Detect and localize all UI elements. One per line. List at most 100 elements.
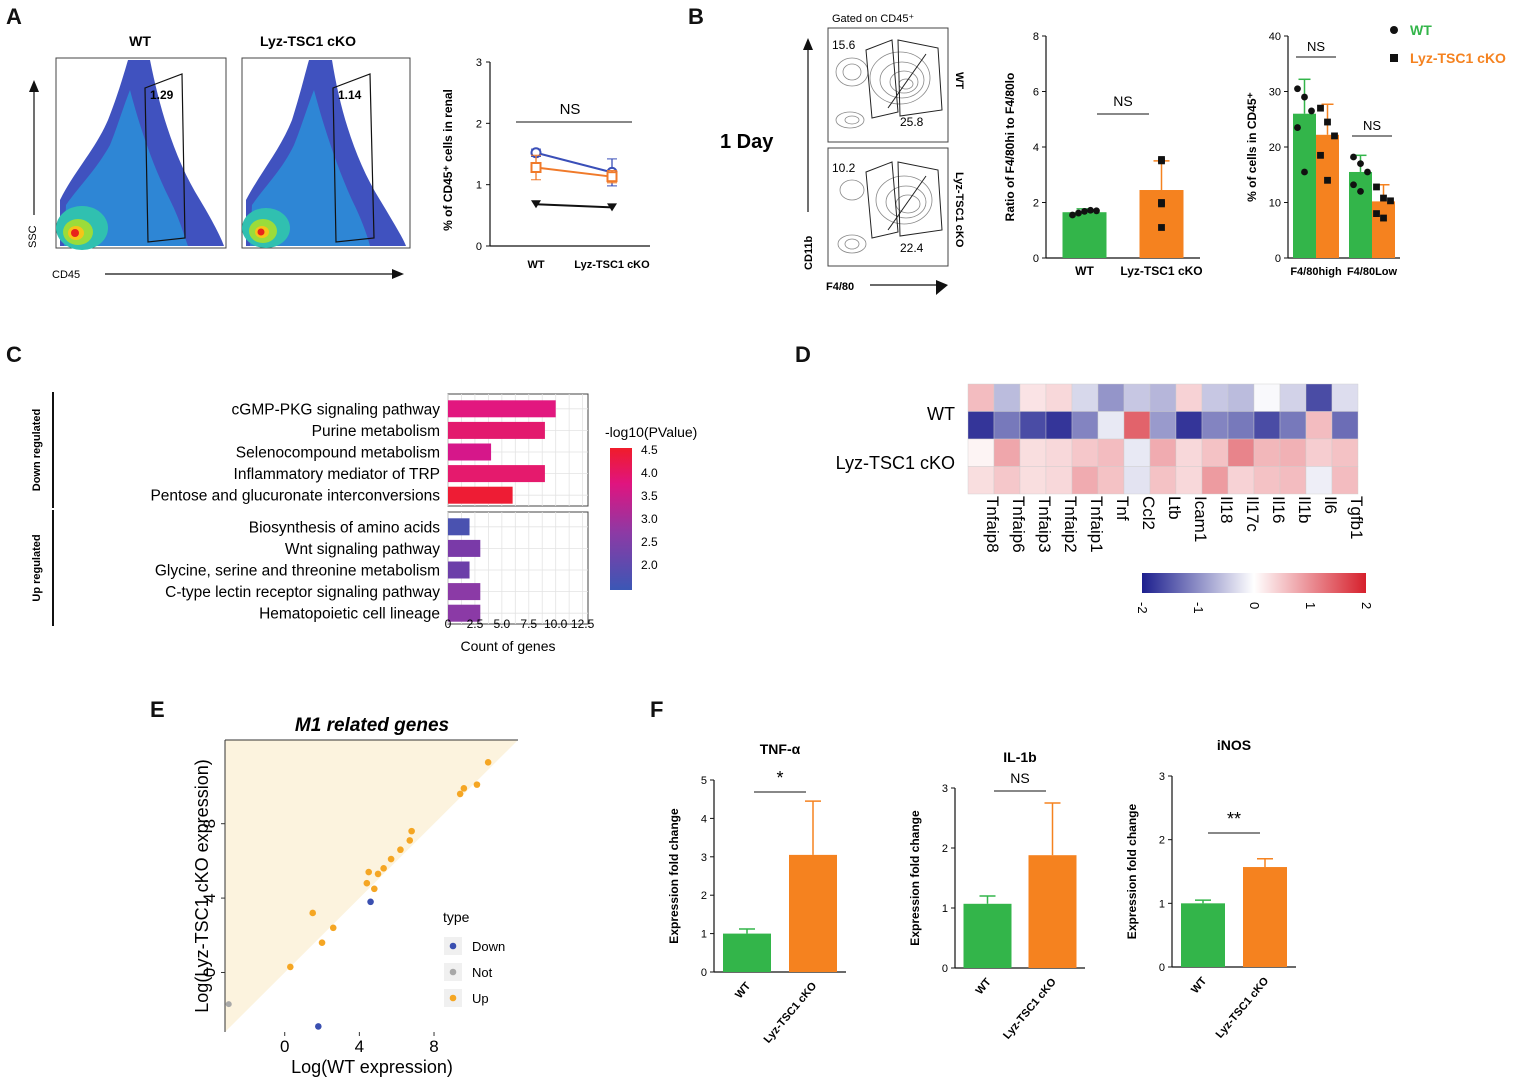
bar — [1062, 212, 1107, 258]
heatmap-cell — [1201, 466, 1229, 495]
chart-b-ratio: 0 2 4 6 8 WT Lyz-TSC1 cKO Ratio of F4/80hi to F… — [1003, 31, 1203, 278]
y-tick-label: 3 — [1159, 771, 1165, 783]
column-label: Il1b — [1295, 496, 1314, 523]
heatmap-cell — [1045, 411, 1073, 440]
series-line — [535, 166, 613, 178]
y-axis-label: % of cells in CD45⁺ — [1245, 92, 1259, 202]
x-tick-label: Lyz-TSC1 cKO — [1120, 264, 1202, 278]
bar — [448, 518, 470, 536]
y-tick-label: 40 — [1269, 31, 1281, 43]
data-point-up — [473, 781, 481, 788]
y-tick-label: 8 — [1033, 31, 1039, 43]
gated-label: Gated on CD45⁺ — [832, 13, 914, 25]
heatmap-cell — [1123, 438, 1151, 467]
y-tick-label: 10 — [1269, 198, 1281, 210]
data-point — [1324, 118, 1331, 126]
contour-label-cko: Lyz-TSC1 cKO — [953, 172, 965, 248]
category-label: Hematopoietic cell lineage — [259, 606, 440, 623]
arrow-up-icon — [29, 80, 39, 92]
heatmap-cell — [1227, 411, 1255, 440]
contour-value-wt-right: 25.8 — [900, 115, 924, 129]
heatmap-cell — [1279, 411, 1307, 440]
data-point — [1069, 211, 1076, 219]
bar — [1293, 113, 1316, 258]
bar — [1349, 171, 1372, 258]
y-tick-label: 6 — [1033, 87, 1039, 99]
significance-label: ** — [1227, 809, 1241, 829]
data-point — [1158, 224, 1165, 231]
bar — [448, 465, 545, 483]
heatmap-cell — [1019, 438, 1047, 467]
data-point — [1324, 176, 1331, 184]
y-tick-label: 3 — [476, 57, 482, 69]
heatmap-cell — [1175, 411, 1203, 440]
chart-title: IL-1b — [1003, 749, 1036, 765]
heatmap-cell — [1305, 383, 1333, 412]
category-label: Purine metabolism — [312, 423, 440, 440]
data-point-up — [374, 870, 382, 878]
heatmap-cell — [967, 411, 995, 440]
y-tick-label: 5 — [701, 775, 707, 787]
x-tick-label: WT — [527, 259, 544, 271]
y-axis-label: Expression fold change — [1125, 803, 1139, 939]
panel-a-flow: WT Lyz-TSC1 cKO 1.29 1.14 SSC C — [27, 33, 411, 281]
data-point — [1075, 209, 1082, 217]
heatmap-cell — [1019, 411, 1047, 440]
bar — [448, 583, 481, 601]
heatmap-cell — [1227, 383, 1255, 412]
data-point — [1373, 210, 1380, 217]
heatmap-cell — [1175, 383, 1203, 412]
contour-plot-wt: 15.6 25.8 WT — [827, 27, 965, 143]
x-tick-label: Lyz-TSC1 cKO — [762, 980, 820, 1046]
bar — [448, 443, 492, 461]
colorbar-tick: 3.5 — [641, 489, 658, 503]
data-point-up — [484, 759, 492, 766]
data-point-up — [309, 909, 317, 917]
data-point-up — [287, 963, 294, 971]
y-axis-label: Expression fold change — [667, 808, 681, 944]
y-tick-label: 1 — [701, 929, 707, 941]
heatmap-cell — [993, 466, 1021, 495]
data-point — [530, 161, 542, 173]
chart-e-scatter: 0 4 8 0 4 8 M1 related genes Log(WT expression)… — [192, 715, 518, 1077]
contour-label-wt: WT — [953, 72, 965, 89]
colorbar-tick: 2.5 — [641, 535, 658, 549]
chart-f-il1b: 0 1 2 3 WT Lyz-TSC1 cKO Expression fold change… — [908, 749, 1085, 1042]
row-label: WT — [927, 404, 955, 424]
column-label: Tnfaip3 — [1035, 496, 1054, 553]
column-label: Il18 — [1217, 496, 1236, 523]
x-tick-label: 7.5 — [520, 617, 537, 631]
bar — [448, 486, 513, 504]
bar — [1028, 855, 1077, 968]
y-tick-label: 3 — [942, 783, 948, 795]
data-point — [1357, 188, 1364, 195]
significance-label: * — [776, 768, 783, 788]
heatmap-cell — [1227, 438, 1255, 467]
x-tick-label: 4 — [355, 1037, 364, 1056]
contour-value-cko-left: 10.2 — [832, 161, 856, 175]
category-label: Wnt signaling pathway — [285, 541, 440, 558]
chart-title: iNOS — [1217, 737, 1251, 753]
axis-label-ssc: SSC — [27, 225, 39, 248]
legend-title: type — [443, 909, 470, 925]
y-tick-label: 2 — [701, 890, 707, 902]
y-tick-label: 2 — [942, 843, 948, 855]
heatmap-cell — [1331, 383, 1359, 412]
colorbar-d — [1142, 573, 1366, 593]
bar — [1316, 134, 1339, 258]
group-label: Down regulated — [31, 409, 43, 492]
x-tick-label: WT — [974, 976, 994, 997]
column-label: Il16 — [1269, 496, 1288, 523]
category-label: Pentose and glucuronate interconversions — [150, 488, 440, 505]
data-point — [1380, 214, 1387, 222]
heatmap-cell — [1227, 466, 1255, 495]
heatmap-cell — [1201, 383, 1229, 412]
heatmap-cell — [1175, 466, 1203, 495]
chart-f-tnf: 0 1 2 3 4 5 WT Lyz-TSC1 cKO Expression fold chan… — [667, 741, 846, 1046]
legend-label: WT — [1410, 22, 1432, 38]
bar — [448, 604, 481, 622]
y-tick-label: 1 — [476, 180, 482, 192]
y-tick-label: 0 — [1275, 253, 1281, 265]
flow-plot-cko: 1.14 — [241, 57, 411, 249]
